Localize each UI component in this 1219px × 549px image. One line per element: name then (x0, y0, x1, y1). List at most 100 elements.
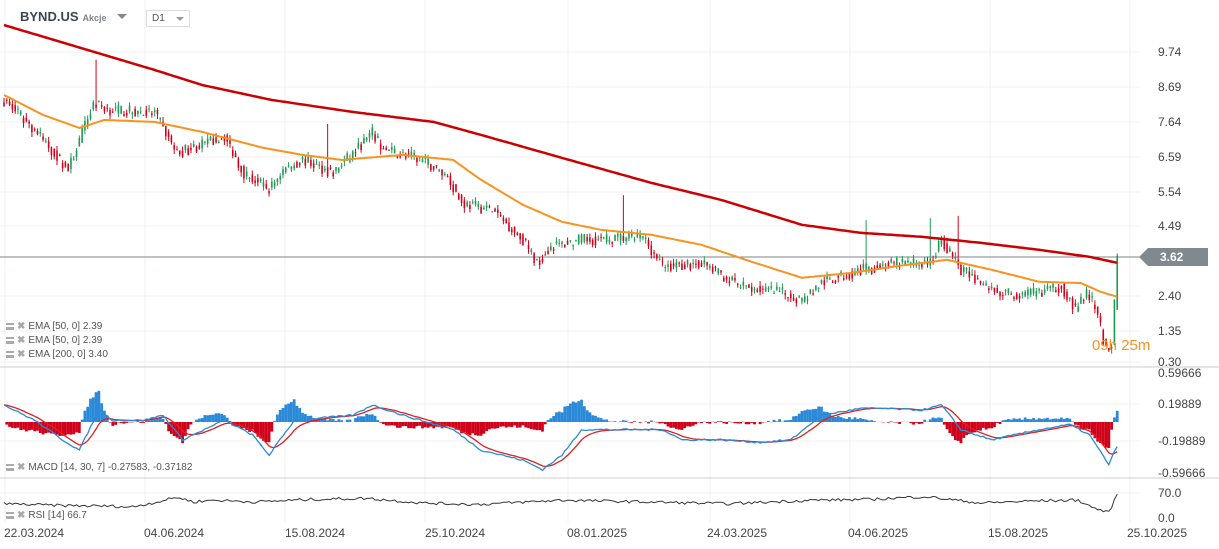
candle-body (3, 102, 5, 106)
candle-body (421, 159, 424, 163)
menu-icon[interactable] (6, 351, 14, 358)
menu-icon[interactable] (6, 464, 14, 471)
candle-body (413, 152, 415, 156)
candle-body (19, 111, 22, 115)
candle-body (469, 205, 471, 210)
histogram-bar (605, 419, 609, 422)
candle-body (990, 286, 993, 289)
histogram-bar (847, 417, 851, 422)
legend-macd[interactable]: ✖ MACD [14, 30, 7] -0.27583, -0.37182 (6, 462, 192, 473)
candle-body (304, 159, 307, 166)
legend-text: EMA [50, 0] 2.39 (28, 335, 103, 346)
candle-body (466, 202, 468, 207)
histogram-bar (292, 399, 296, 422)
close-icon[interactable]: ✖ (17, 462, 26, 473)
candle-body (254, 180, 256, 183)
histogram-bar (853, 417, 857, 422)
histogram-bar (334, 420, 338, 422)
candle-body (165, 126, 167, 137)
legend-rsi[interactable]: ✖ RSI [14] 66.7 (6, 510, 87, 521)
candle-body (1055, 290, 1057, 292)
legend-ema-50-a[interactable]: ✖ EMA [50, 0] 2.39 (6, 321, 102, 332)
candle-body (1091, 296, 1093, 298)
price-tick: 0.30 (1158, 355, 1182, 369)
histogram-bar (507, 422, 511, 427)
menu-icon[interactable] (6, 337, 14, 344)
legend-ema-200[interactable]: ✖ EMA [200, 0] 3.40 (6, 349, 108, 360)
candle-body (215, 137, 217, 143)
histogram-bar (384, 422, 388, 426)
histogram-bar (937, 417, 941, 422)
legend-text: RSI [14] 66.7 (28, 510, 87, 521)
close-icon[interactable]: ✖ (17, 321, 26, 332)
histogram-bar (220, 413, 224, 422)
histogram-bar (822, 411, 826, 422)
histogram-bar (1023, 417, 1027, 422)
candle-body (1010, 293, 1012, 295)
histogram-bar (103, 410, 106, 422)
candle-body (371, 127, 374, 136)
candle-body (56, 150, 58, 161)
legend-ema-50-b[interactable]: ✖ EMA [50, 0] 2.39 (6, 335, 102, 346)
candle-body (736, 283, 739, 285)
candle-body (536, 259, 538, 261)
histogram-bar (370, 414, 374, 422)
histogram-bar (928, 419, 932, 422)
candle-body (617, 233, 619, 237)
menu-icon[interactable] (6, 512, 14, 519)
histogram-bar (538, 422, 542, 431)
candle-body (324, 168, 326, 171)
rsi-line (3, 493, 1118, 513)
candle-body (519, 233, 521, 240)
candle-body (50, 147, 53, 155)
histogram-bar (236, 422, 240, 427)
histogram-bar (449, 422, 452, 428)
candle-body (954, 257, 957, 260)
candle-body (382, 148, 385, 150)
candle-body (410, 151, 413, 155)
close-icon[interactable]: ✖ (17, 335, 26, 346)
symbol-selector[interactable]: BYND.US Akcje (20, 9, 127, 24)
histogram-bar (948, 422, 952, 434)
histogram-bar (465, 422, 469, 435)
candle-body (268, 191, 270, 194)
candle-body (198, 145, 201, 149)
timeframe-select[interactable]: D1 (146, 10, 190, 27)
histogram-bar (437, 422, 441, 427)
candle-body (402, 152, 404, 154)
candle-body (695, 263, 697, 265)
candle-body (787, 297, 789, 299)
candle-body (1004, 290, 1007, 292)
candle-body (176, 149, 178, 151)
histogram-bar (546, 419, 550, 422)
histogram-bar (278, 409, 282, 422)
candle-body (583, 234, 586, 242)
candle-body (301, 156, 304, 160)
candle-body (781, 287, 784, 290)
histogram-bar (295, 405, 299, 422)
histogram-bar (839, 417, 843, 422)
candle-body (89, 113, 92, 119)
candle-body (1088, 294, 1091, 300)
candle-body (923, 259, 926, 262)
candle-body (653, 252, 655, 254)
histogram-bar (541, 422, 544, 432)
close-icon[interactable]: ✖ (17, 349, 26, 360)
histogram-bar (1032, 418, 1035, 422)
histogram-bar (976, 422, 980, 431)
candle-body (103, 106, 106, 112)
price-tick: 8.69 (1158, 80, 1182, 94)
histogram-bar (398, 422, 402, 428)
candle-body (471, 201, 474, 203)
histogram-bar (708, 422, 712, 424)
histogram-bar (170, 422, 173, 434)
candle-body (206, 138, 209, 144)
histogram-bar (984, 422, 988, 430)
menu-icon[interactable] (6, 323, 14, 330)
histogram-bar (248, 422, 251, 432)
candle-body (829, 278, 831, 280)
close-icon[interactable]: ✖ (17, 510, 26, 521)
candle-body (1015, 293, 1018, 299)
candle-body (566, 240, 569, 245)
